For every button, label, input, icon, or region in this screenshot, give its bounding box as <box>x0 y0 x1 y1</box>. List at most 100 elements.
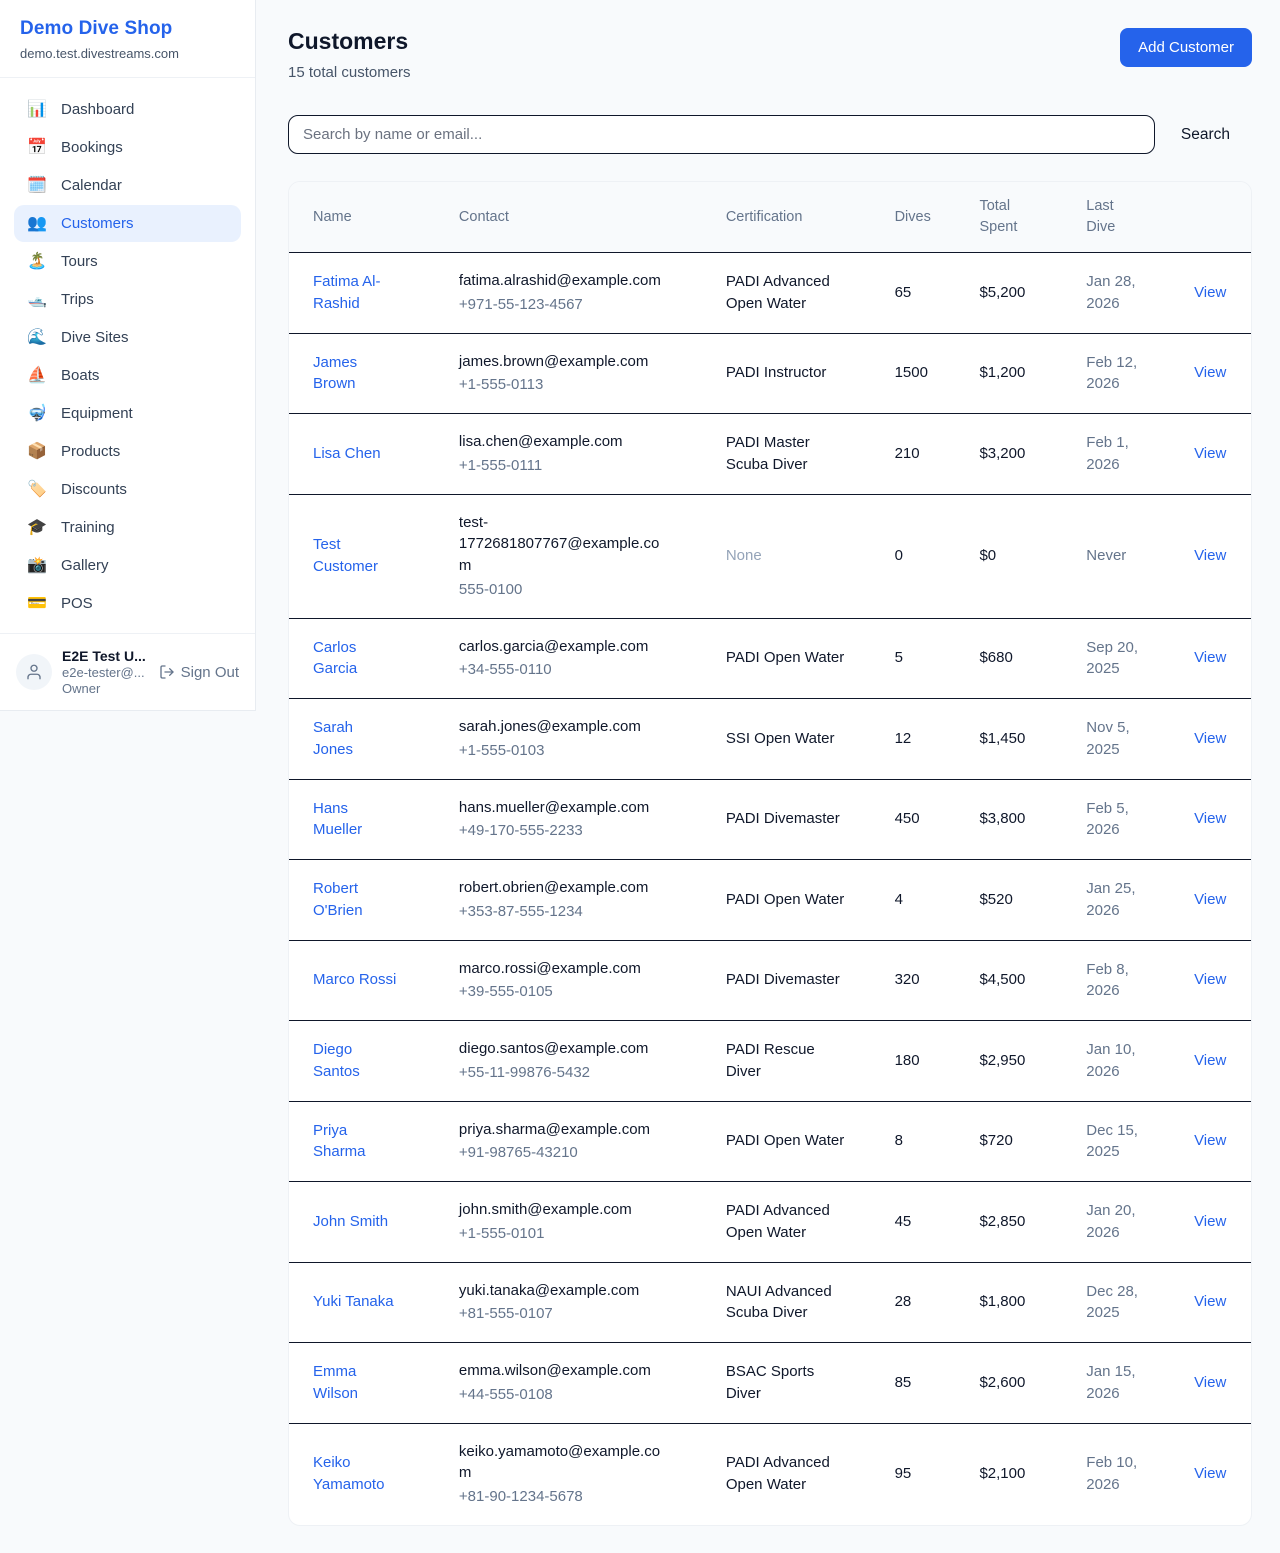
wave-icon: 🌊 <box>27 328 47 346</box>
view-customer-link[interactable]: View <box>1194 1132 1227 1150</box>
nav-item-label: Equipment <box>61 405 133 422</box>
customer-phone: +34-555-0110 <box>458 661 552 679</box>
customer-phone: +1-555-0103 <box>458 741 545 759</box>
sidebar-item-bookings[interactable]: 📅 Bookings <box>14 129 241 166</box>
customer-email: yuki.tanaka@example.com <box>458 1281 640 1299</box>
nav-item-label: POS <box>61 595 93 612</box>
customer-name-link[interactable]: Robert O'Brien <box>313 880 363 919</box>
sidebar-item-gallery[interactable]: 📸 Gallery <box>14 547 241 584</box>
search-button[interactable]: Search <box>1180 125 1230 143</box>
customer-name-link[interactable]: Emma Wilson <box>313 1363 359 1402</box>
customer-last-dive: Jan 10, 2026 <box>1086 1041 1136 1080</box>
sidebar-item-trips[interactable]: 🛥️ Trips <box>14 281 241 318</box>
customer-dives: 1500 <box>894 364 928 382</box>
customer-dives: 45 <box>894 1212 912 1230</box>
sidebar-item-training[interactable]: 🎓 Training <box>14 509 241 546</box>
customer-name-link[interactable]: Priya Sharma <box>313 1121 366 1161</box>
view-customer-link[interactable]: View <box>1194 283 1227 301</box>
customer-name-link[interactable]: James Brown <box>313 353 358 393</box>
view-customer-link[interactable]: View <box>1194 1051 1227 1069</box>
customer-email: hans.mueller@example.com <box>458 798 650 816</box>
customer-name-link[interactable]: Keiko Yamamoto <box>313 1454 385 1494</box>
nav-item-label: Tours <box>61 253 98 270</box>
sign-out-button[interactable]: Sign Out <box>159 664 239 681</box>
customer-name-link[interactable]: Test Customer <box>313 536 379 576</box>
customer-dives: 0 <box>894 547 903 565</box>
customer-certification: NAUI Advanced Scuba Diver <box>725 1282 832 1322</box>
customer-name-link[interactable]: Yuki Tanaka <box>313 1293 394 1311</box>
user-meta: E2E Test U... e2e-tester@... Owner <box>62 648 149 696</box>
table-row: James Brown james.brown@example.com +1-5… <box>289 333 1251 415</box>
sidebar-item-boats[interactable]: ⛵ Boats <box>14 357 241 394</box>
customer-email: james.brown@example.com <box>458 352 649 370</box>
customer-email: sarah.jones@example.com <box>458 718 641 736</box>
column-total-spent: Total Spent <box>955 182 1063 254</box>
graduation-cap-icon: 🎓 <box>27 518 47 536</box>
sidebar-item-customers[interactable]: 👥 Customers <box>14 205 241 242</box>
customer-email: john.smith@example.com <box>458 1201 632 1219</box>
search-input[interactable] <box>288 115 1155 154</box>
customer-phone: +55-11-99876-5432 <box>458 1063 591 1081</box>
customer-phone: +91-98765-43210 <box>458 1144 578 1162</box>
view-customer-link[interactable]: View <box>1194 971 1227 989</box>
sailboat-icon: ⛵ <box>27 366 47 384</box>
sidebar-item-calendar[interactable]: 🗓️ Calendar <box>14 167 241 204</box>
view-customer-link[interactable]: View <box>1194 1293 1227 1311</box>
sidebar-item-equipment[interactable]: 🤿 Equipment <box>14 395 241 432</box>
customer-dives: 5 <box>894 649 903 667</box>
table-row: Diego Santos diego.santos@example.com +5… <box>289 1020 1251 1102</box>
customer-dives: 4 <box>894 890 903 908</box>
customer-email: marco.rossi@example.com <box>458 959 641 977</box>
customer-name-link[interactable]: Diego Santos <box>313 1041 360 1080</box>
customer-total-spent: $5,200 <box>979 283 1026 301</box>
view-customer-link[interactable]: View <box>1194 444 1227 462</box>
view-customer-link[interactable]: View <box>1194 729 1227 747</box>
user-section: E2E Test U... e2e-tester@... Owner Sign … <box>0 633 255 710</box>
customer-dives: 320 <box>894 971 920 989</box>
customer-dives: 210 <box>894 444 920 462</box>
credit-card-icon: 💳 <box>27 594 47 612</box>
customer-name-link[interactable]: Marco Rossi <box>313 971 397 989</box>
sidebar-item-tours[interactable]: 🏝️ Tours <box>14 243 241 280</box>
user-role: Owner <box>62 681 101 696</box>
customer-last-dive: Jan 15, 2026 <box>1086 1363 1136 1402</box>
view-customer-link[interactable]: View <box>1194 810 1227 828</box>
customer-name-link[interactable]: Carlos Garcia <box>313 638 358 678</box>
customer-name-link[interactable]: Hans Mueller <box>313 799 363 839</box>
view-customer-link[interactable]: View <box>1194 1373 1227 1391</box>
sidebar-item-products[interactable]: 📦 Products <box>14 433 241 470</box>
table-row: Test Customer test-1772681807767@example… <box>289 494 1251 619</box>
customer-email: priya.sharma@example.com <box>458 1120 651 1138</box>
view-customer-link[interactable]: View <box>1194 890 1227 908</box>
customer-total-spent: $1,450 <box>979 729 1026 747</box>
view-customer-link[interactable]: View <box>1194 547 1227 565</box>
customer-last-dive: Feb 8, 2026 <box>1086 960 1129 1000</box>
customer-last-dive: Nov 5, 2025 <box>1086 719 1130 758</box>
nav-item-label: Discounts <box>61 481 127 498</box>
view-customer-link[interactable]: View <box>1194 649 1227 667</box>
customer-certification: PADI Instructor <box>725 364 827 382</box>
sidebar-item-pos[interactable]: 💳 POS <box>14 585 241 622</box>
tag-icon: 🏷️ <box>27 480 47 498</box>
sidebar-item-dive-sites[interactable]: 🌊 Dive Sites <box>14 319 241 356</box>
motorboat-icon: 🛥️ <box>27 290 47 308</box>
customer-name-link[interactable]: Fatima Al-Rashid <box>313 273 381 312</box>
nav-item-label: Training <box>61 519 115 536</box>
sidebar-item-discounts[interactable]: 🏷️ Discounts <box>14 471 241 508</box>
view-customer-link[interactable]: View <box>1194 1465 1227 1483</box>
page-title: Customers <box>288 28 409 54</box>
customer-last-dive: Feb 5, 2026 <box>1086 799 1129 839</box>
sidebar-item-dashboard[interactable]: 📊 Dashboard <box>14 91 241 128</box>
customer-name-link[interactable]: Sarah Jones <box>313 719 354 758</box>
customer-name-link[interactable]: John Smith <box>313 1212 389 1230</box>
table-row: Fatima Al-Rashid fatima.alrashid@example… <box>289 252 1251 334</box>
customer-phone: +81-90-1234-5678 <box>458 1488 583 1506</box>
customer-total-spent: $680 <box>979 649 1013 667</box>
add-customer-button[interactable]: Add Customer <box>1120 28 1252 67</box>
customer-name-link[interactable]: Lisa Chen <box>313 444 381 462</box>
title-block: Customers 15 total customers <box>288 28 411 81</box>
customer-last-dive: Dec 15, 2025 <box>1086 1121 1138 1161</box>
view-customer-link[interactable]: View <box>1194 1212 1227 1230</box>
sign-out-label: Sign Out <box>180 663 239 681</box>
view-customer-link[interactable]: View <box>1194 364 1227 382</box>
